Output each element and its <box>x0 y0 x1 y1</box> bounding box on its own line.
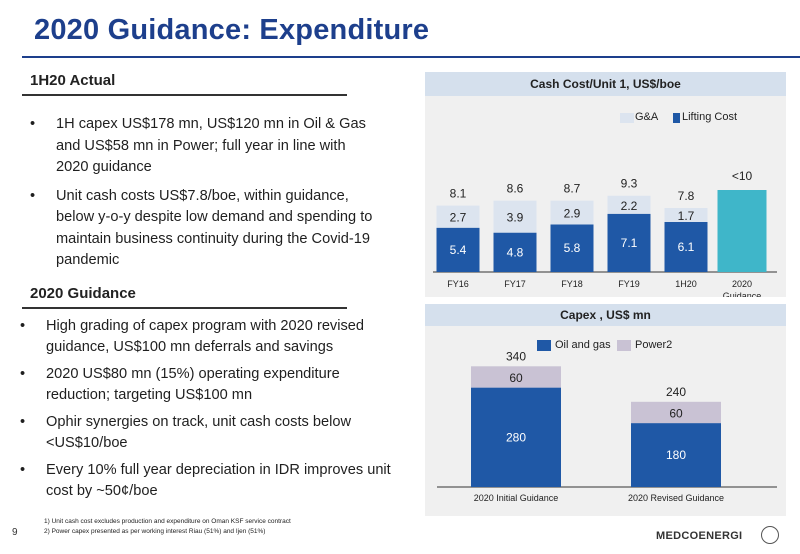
legend-label-power: Power2 <box>635 339 673 351</box>
cash-cost-chart-title: Cash Cost/Unit 1, US$/boe <box>425 72 786 96</box>
footnotes: 1) Unit cash cost excludes production an… <box>44 517 291 537</box>
capex-panel: Capex , US$ mn Oil and gas Power2 280 60 3… <box>425 304 786 516</box>
guidance-bullet-list: High grading of capex program with 2020 … <box>20 316 405 508</box>
slide-title: 2020 Guidance: Expenditure <box>34 14 430 46</box>
data-label-lifting: 4.8 <box>507 245 524 259</box>
x-tick-label: FY18 <box>561 279 583 289</box>
legend-swatch-lifting <box>673 113 680 123</box>
data-label-total: 7.8 <box>678 189 695 203</box>
footnote: 1) Unit cash cost excludes production an… <box>44 518 291 525</box>
legend-label-lifting: Lifting Cost <box>682 111 738 123</box>
data-label-total: 8.6 <box>507 182 524 196</box>
actual-bullet-list: 1H capex US$178 mn, US$120 mn in Oil & G… <box>30 114 380 279</box>
guidance-heading-rule <box>22 307 347 309</box>
data-label-ga: 3.9 <box>507 211 524 225</box>
bar-power <box>471 366 561 388</box>
data-label-ga: 1.7 <box>678 209 695 223</box>
x-tick-label: FY16 <box>447 279 469 289</box>
data-label-power: 60 <box>509 371 523 385</box>
cash-cost-chart: 5.4 2.7 8.1 FY16 4.8 3.9 8.6 FY17 5.8 2.9 8.7 FY18 7… <box>433 169 777 297</box>
capex-chart: 280 60 340 2020 Initial Guidance 180 60 240 202… <box>437 349 777 503</box>
x-tick-label: 1H20 <box>675 279 697 289</box>
guidance-heading: 2020 Guidance <box>30 285 136 302</box>
guidance-bullet: Every 10% full year depreciation in IDR … <box>20 460 405 502</box>
x-tick-label: FY17 <box>504 279 526 289</box>
brand-logo-text: MEDCOENERGI <box>656 530 743 542</box>
data-label-oil-gas: 180 <box>666 448 686 462</box>
data-label-lifting: 7.1 <box>621 236 638 250</box>
guidance-bullet: 2020 US$80 mn (15%) operating expenditur… <box>20 364 405 406</box>
x-tick-label: 2020 Initial Guidance <box>474 493 559 503</box>
data-label-ga: 2.2 <box>621 199 638 213</box>
bar-ga <box>550 200 594 225</box>
bar-lifting-cost <box>607 213 651 272</box>
footnote: 2) Power capex presented as per working … <box>44 528 266 535</box>
bar-lifting-cost <box>493 232 537 272</box>
bar-lifting-cost <box>436 227 480 272</box>
bar-oil-gas <box>471 387 561 487</box>
guidance-bullet: Ophir synergies on track, unit cash cost… <box>20 412 405 454</box>
data-label-total: 240 <box>666 385 686 399</box>
data-label-ga: 2.7 <box>450 211 467 225</box>
cash-cost-panel: Cash Cost/Unit 1, US$/boe G&A Lifting Co… <box>425 72 786 297</box>
actual-heading-rule <box>22 94 347 96</box>
data-label-ga: 2.9 <box>564 207 581 221</box>
data-label-total: 8.1 <box>450 187 467 201</box>
data-label-total: 8.7 <box>564 182 581 196</box>
data-label-total: <10 <box>732 169 753 183</box>
bar-lifting-cost <box>550 224 594 272</box>
actual-bullet: 1H capex US$178 mn, US$120 mn in Oil & G… <box>30 114 380 179</box>
data-label-lifting: 5.8 <box>564 241 581 255</box>
bar-ga <box>664 208 708 222</box>
page-number: 9 <box>12 527 18 538</box>
x-tick-label: 2020 Revised Guidance <box>628 493 724 503</box>
data-label-lifting: 5.4 <box>450 243 467 257</box>
data-label-power: 60 <box>669 406 683 420</box>
title-divider <box>22 56 800 58</box>
data-label-oil-gas: 280 <box>506 430 526 444</box>
legend-label-oil-gas: Oil and gas <box>555 339 611 351</box>
actual-heading: 1H20 Actual <box>30 72 116 89</box>
data-label-total: 340 <box>506 349 526 363</box>
brand-logo-icon <box>761 526 779 544</box>
data-label-lifting: 6.1 <box>678 240 695 254</box>
x-tick-label: FY19 <box>618 279 640 289</box>
legend-swatch-power <box>617 340 631 351</box>
bar-oil-gas <box>631 423 721 487</box>
guidance-bullet: High grading of capex program with 2020 … <box>20 316 405 358</box>
capex-chart-title: Capex , US$ mn <box>425 304 786 326</box>
bar-ga <box>607 195 651 214</box>
bar-ga <box>436 205 480 228</box>
bar-ga <box>493 200 537 233</box>
actual-bullet: Unit cash costs US$7.8/boe, within guida… <box>30 186 380 272</box>
legend-swatch-ga <box>620 113 634 123</box>
legend-swatch-oil-gas <box>537 340 551 351</box>
x-tick-label: 2020 Guidance <box>723 279 762 297</box>
bar-lifting-cost <box>664 221 708 272</box>
legend-label-ga: G&A <box>635 111 659 123</box>
data-label-total: 9.3 <box>621 177 638 191</box>
bar-guidance <box>717 190 767 272</box>
bar-power <box>631 401 721 424</box>
